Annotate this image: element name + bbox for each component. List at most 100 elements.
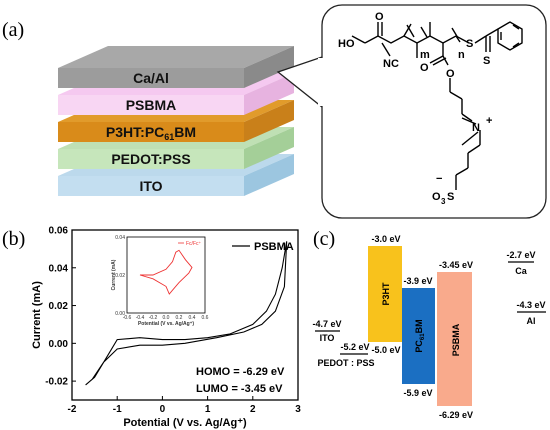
positive-charge-label: + (486, 115, 492, 127)
inset-y-tick-label: 0.00 (115, 311, 125, 317)
y-tick-label: 0.02 (49, 301, 69, 312)
pcbm-name-suffix: BM (414, 319, 424, 333)
x-tick-label: 1 (205, 404, 211, 415)
ca-name: Ca (515, 266, 527, 276)
sulfonate-o-label: O (432, 191, 441, 203)
y-tick-label: -0.02 (45, 377, 68, 388)
psbma-homo-value: -6.29 eV (439, 410, 473, 420)
carbonyl-o-label: O (375, 11, 384, 23)
cv-plot-frame (71, 229, 299, 401)
layer-label: P3HT:PC61BM (106, 124, 196, 142)
y-tick-label: 0.06 (49, 226, 69, 237)
x-tick-label: -1 (113, 404, 122, 415)
thiocarbonyl-s-label: S (483, 55, 490, 67)
structure-text: HO O NC n m S S O O N + − O 3 S (338, 11, 492, 206)
inset-x-tick-label: -0.6 (123, 315, 132, 321)
ester-oxygen-label: O (446, 68, 455, 80)
layer-label: PEDOT:PSS (111, 151, 190, 167)
x-tick-label: 2 (250, 404, 256, 415)
ammonium-n-label: N (472, 122, 480, 134)
layer-side-face (244, 73, 294, 115)
layer-side-face (244, 46, 294, 88)
legend-psbma: PSBMA (254, 241, 294, 253)
pcbm-homo-value: -5.9 eV (403, 388, 432, 398)
pcbm-lumo-value: -3.9 eV (403, 276, 432, 286)
inset-x-tick-label: -0.2 (149, 315, 158, 321)
inset-x-tick-label: 0.0 (163, 315, 170, 321)
layer-front-face (58, 95, 244, 115)
layer-side-face (244, 154, 294, 196)
layer-side-face (244, 100, 294, 142)
layer-front-face (58, 68, 244, 88)
repeat-n-label: n (458, 49, 465, 61)
layer-label: ITO (139, 178, 162, 194)
device-layer-stack: ITO PEDOT:PSS P3HT:PC61BM PSBMA Ca/Al (58, 46, 294, 196)
p3ht-lumo-value: -3.0 eV (371, 234, 400, 244)
layer-label: Ca/Al (133, 70, 169, 86)
layer-front-face (58, 149, 244, 169)
al-name: Al (527, 316, 536, 326)
energy-level-diagram: -4.7 eV ITO -5.2 eV PEDOT : PSS -3.0 eV -5.0 … (312, 234, 546, 420)
y-tick-label: 0.00 (49, 339, 69, 350)
x-tick-label: -2 (68, 404, 77, 415)
repeat-m-label: m (420, 49, 430, 61)
x-tick-label: 0 (160, 404, 166, 415)
layer-side-face (244, 127, 294, 169)
panel-c-label: (c) (313, 228, 335, 250)
inset-fc-plot: -0.6 -0.4 -0.2 0.0 0.2 0.4 0.6 0.00 0.02 0.04 Pote… (111, 235, 209, 327)
nitrile-label: NC (383, 58, 399, 70)
inset-y-tick-label: 0.04 (115, 235, 125, 241)
thio-s-label: S (466, 38, 473, 50)
inset-frame (126, 236, 206, 314)
psbma-bar (437, 272, 472, 406)
homo-label: HOMO = -6.29 eV (196, 366, 285, 378)
pcbm-name: PC61BM (414, 319, 426, 352)
negative-charge-label: − (436, 173, 442, 185)
pcbm-bar (402, 288, 435, 384)
layer-top-face (58, 46, 294, 68)
y-tick-label: 0.04 (49, 263, 69, 274)
inset-x-tick-label: 0.2 (176, 315, 183, 321)
p3ht-bar (368, 246, 402, 342)
layer-front-face (58, 122, 244, 142)
layer-label-suffix: BM (174, 124, 196, 140)
layer-ca-al: Ca/Al (58, 46, 294, 88)
psbma-lumo-value: -3.45 eV (439, 260, 473, 270)
p3ht-name: P3HT (381, 282, 391, 306)
sulfonate-s-label: S (447, 191, 454, 203)
ito-level-value: -4.7 eV (312, 319, 341, 329)
psbma-name: PSBMA (451, 323, 461, 356)
psbma-cv-curve (85, 241, 288, 386)
inset-legend-label: Fc/Fc⁺ (186, 241, 201, 247)
y-axis-title: Current (mA) (31, 281, 43, 349)
psbma-chemical-structure (351, 21, 523, 190)
layer-front-face (58, 176, 244, 196)
cv-plot: -2 -1 0 1 2 3 -0.02 0.00 0.02 0.04 0.06 Potential (… (31, 226, 301, 430)
inset-y-title: Current (mA) (111, 259, 117, 290)
ca-level-value: -2.7 eV (506, 250, 535, 260)
inset-x-tick-label: -0.4 (136, 315, 145, 321)
ito-name: ITO (320, 333, 335, 343)
layer-label-subscript: 61 (164, 132, 174, 142)
x-tick-label: 3 (295, 404, 301, 415)
inset-x-tick-label: 0.4 (189, 315, 196, 321)
x-axis-title: Potential (V vs. Ag/Ag⁺) (123, 417, 247, 429)
inset-y-tick-label: 0.02 (115, 273, 125, 279)
inset-x-title: Potential (V vs. Ag/Ag⁺) (138, 321, 194, 327)
p3ht-homo-value: -5.0 eV (371, 345, 400, 355)
pedot-name: PEDOT : PSS (317, 358, 374, 368)
hydroxyl-label: HO (338, 38, 355, 50)
al-level-value: -4.3 eV (516, 300, 545, 310)
layer-label: PSBMA (126, 97, 177, 113)
sulfonate-subscript-label: 3 (441, 197, 446, 206)
ester-o-label: O (420, 62, 429, 74)
pcbm-name-subscript: 61 (420, 333, 426, 340)
lumo-label: LUMO = -3.45 eV (196, 383, 283, 395)
callout-joint (318, 58, 326, 106)
pedot-level-value: -5.2 eV (340, 342, 369, 352)
panel-a-label: (a) (2, 19, 24, 41)
structure-box (321, 4, 547, 219)
panel-b-label: (b) (2, 228, 25, 250)
inset-x-tick-label: 0.6 (202, 315, 209, 321)
